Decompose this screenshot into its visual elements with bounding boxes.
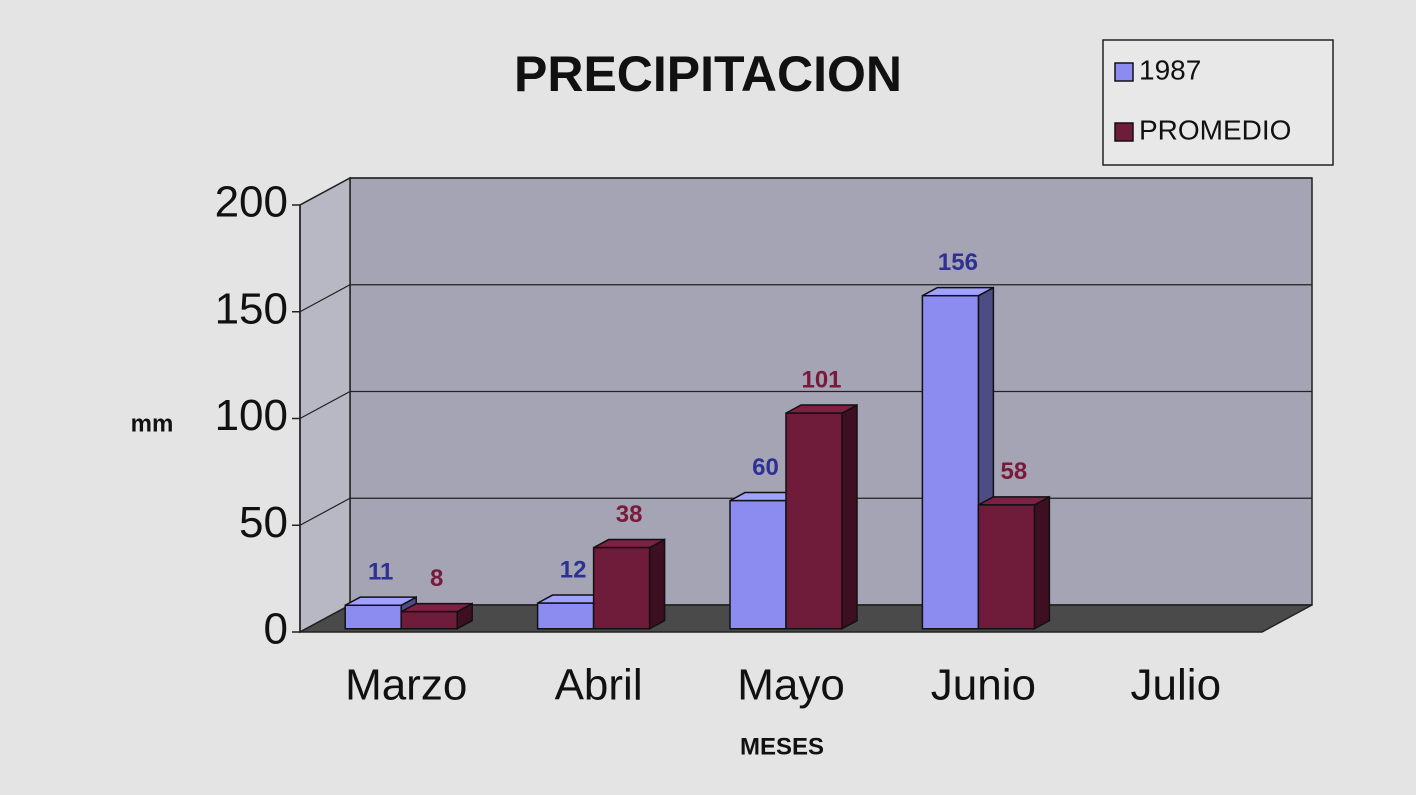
y-tick-label: 200 xyxy=(215,178,288,227)
legend-label: 1987 xyxy=(1139,54,1201,85)
legend-swatch xyxy=(1114,62,1134,82)
bar-front xyxy=(729,499,787,630)
legend-label: PROMEDIO xyxy=(1139,114,1291,145)
bar-front xyxy=(400,610,458,630)
data-label: 60 xyxy=(752,454,779,481)
bar-front xyxy=(921,294,980,630)
y-tick-label: 0 xyxy=(264,605,288,654)
bar xyxy=(592,538,666,631)
x-tick-label: Marzo xyxy=(345,661,467,710)
bar xyxy=(785,403,858,631)
data-label: 156 xyxy=(938,249,978,276)
data-label: 11 xyxy=(368,559,393,586)
bar xyxy=(400,602,473,631)
y-tick-label: 150 xyxy=(215,284,288,333)
data-label: 101 xyxy=(801,366,841,393)
bar-side xyxy=(1033,495,1051,631)
legend-swatch xyxy=(1114,122,1134,142)
bar-side xyxy=(648,538,666,631)
bar-front xyxy=(536,602,595,630)
chart-title: PRECIPITACION xyxy=(514,46,902,102)
data-label: 8 xyxy=(430,565,443,592)
y-axis-label: mm xyxy=(131,410,174,437)
y-tick-label: 50 xyxy=(239,498,288,547)
bar-front xyxy=(977,504,1036,630)
x-axis-label: MESES xyxy=(740,733,824,760)
grid-line xyxy=(299,284,1312,313)
data-label: 38 xyxy=(616,501,643,528)
x-tick-label: Abril xyxy=(555,661,643,710)
bar-side xyxy=(841,403,858,631)
bar-front xyxy=(785,412,843,630)
data-label: 58 xyxy=(1001,458,1028,485)
y-tick-label: 100 xyxy=(215,391,288,440)
grid-line xyxy=(299,177,1312,206)
x-tick-label: Mayo xyxy=(737,661,845,710)
data-label: 12 xyxy=(560,556,587,583)
bar-front xyxy=(592,546,651,630)
x-tick-label: Julio xyxy=(1131,661,1222,710)
bar xyxy=(977,495,1051,631)
bar-front xyxy=(344,604,402,630)
legend-box xyxy=(1102,39,1334,166)
x-tick-label: Junio xyxy=(931,661,1036,710)
